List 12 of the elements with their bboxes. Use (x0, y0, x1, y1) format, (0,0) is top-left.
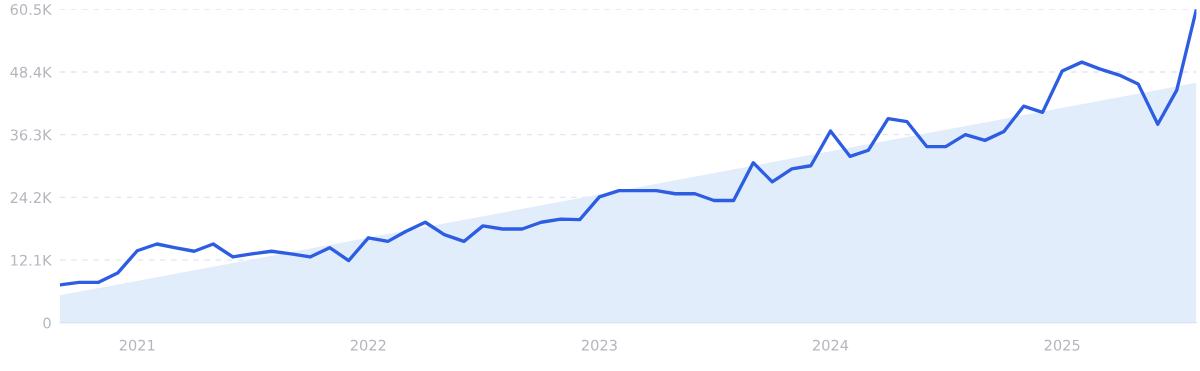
y-tick-label: 0 (43, 317, 51, 329)
x-tick-label: 2023 (581, 339, 617, 351)
y-tick-label: 12.1K (11, 254, 52, 266)
line-series (60, 9, 1197, 287)
y-tick-label: 48.4K (10, 66, 52, 78)
x-tick-label: 2024 (812, 339, 849, 351)
x-tick-label: 2022 (350, 339, 386, 351)
y-tick-label: 24.2K (10, 192, 52, 203)
y-tick-label: 36.3K (10, 129, 52, 141)
y-tick-label: 60.5K (10, 3, 52, 16)
x-tick-label: 2021 (119, 339, 155, 351)
x-tick-label: 2025 (1044, 339, 1080, 351)
